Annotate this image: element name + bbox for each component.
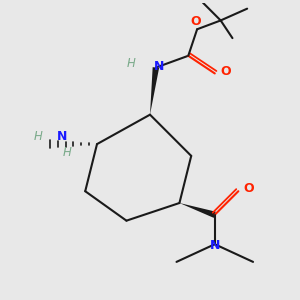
Text: H: H xyxy=(126,57,135,70)
Text: N: N xyxy=(154,60,164,73)
Polygon shape xyxy=(150,67,159,115)
Text: N: N xyxy=(210,239,220,252)
Text: O: O xyxy=(243,182,254,195)
Polygon shape xyxy=(179,203,216,218)
Text: H: H xyxy=(62,146,71,159)
Text: O: O xyxy=(221,65,231,79)
Text: H: H xyxy=(34,130,43,143)
Text: O: O xyxy=(190,14,201,28)
Text: N: N xyxy=(56,130,67,143)
